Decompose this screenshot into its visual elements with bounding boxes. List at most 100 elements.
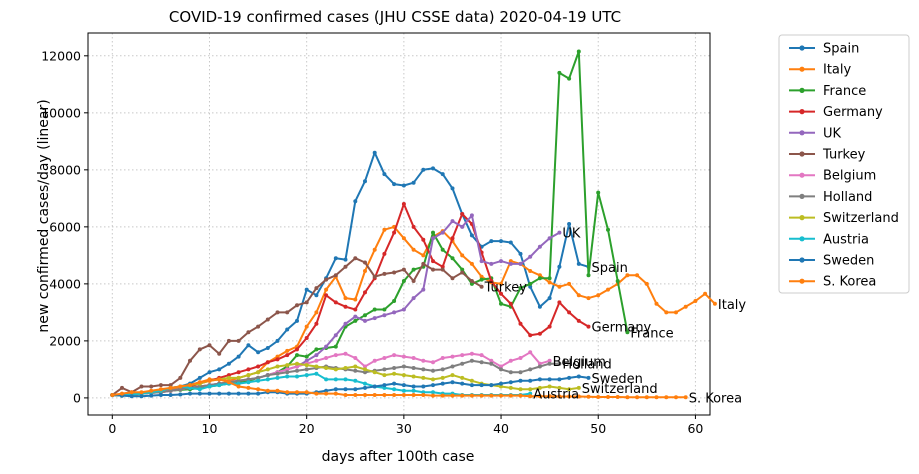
data-point-italy (625, 273, 630, 278)
data-point-s-korea (392, 393, 397, 397)
data-point-germany (528, 333, 533, 338)
data-point-italy (382, 227, 387, 232)
data-point-switzerland (314, 364, 319, 369)
data-point-sweden (129, 394, 134, 399)
data-point-italy (664, 310, 669, 315)
data-point-spain (236, 354, 241, 359)
data-point-germany (440, 264, 445, 269)
data-point-sweden (149, 393, 154, 398)
data-point-spain (431, 166, 435, 171)
data-point-belgium (363, 364, 367, 369)
data-point-turkey (450, 276, 455, 281)
legend-label: Spain (823, 42, 859, 57)
data-point-germany (547, 324, 552, 329)
data-point-spain (528, 284, 533, 289)
data-point-sweden (168, 393, 173, 397)
data-point-turkey (149, 384, 154, 389)
data-point-italy (372, 247, 377, 252)
legend-label: Belgium (823, 169, 876, 184)
data-point-belgium (518, 356, 523, 360)
data-point-switzerland (343, 366, 348, 370)
data-point-turkey (343, 264, 348, 269)
data-point-italy (683, 304, 688, 309)
data-point-italy (703, 291, 708, 296)
data-point-holland (557, 361, 562, 366)
data-point-belgium (314, 358, 319, 363)
data-point-austria (275, 375, 280, 380)
data-point-france (411, 267, 416, 272)
end-label-italy: Italy (718, 298, 747, 313)
data-point-austria (363, 381, 367, 386)
data-point-belgium (499, 364, 503, 369)
data-point-holland (285, 370, 290, 375)
legend-marker (799, 215, 805, 221)
data-point-germany (537, 331, 542, 336)
data-point-s-korea (236, 384, 241, 389)
data-point-spain (246, 343, 251, 348)
data-point-italy (547, 280, 552, 285)
data-point-spain (537, 304, 542, 309)
data-point-sweden (528, 378, 533, 383)
data-point-turkey (236, 338, 241, 343)
data-point-sweden (518, 378, 523, 383)
data-point-holland (363, 370, 367, 375)
data-point-germany (285, 353, 290, 358)
data-point-france (479, 277, 484, 282)
data-point-spain (469, 233, 474, 238)
data-point-france (460, 267, 465, 272)
data-point-france (537, 276, 542, 281)
data-point-switzerland (226, 375, 231, 380)
data-point-sweden (363, 385, 367, 390)
data-point-germany (421, 237, 426, 242)
y-tick-label: 10000 (41, 105, 81, 120)
data-point-sweden (372, 384, 377, 389)
legend-marker (799, 257, 805, 263)
data-point-s-korea (110, 393, 115, 397)
legend-label: Holland (823, 190, 872, 205)
x-tick-label: 0 (108, 421, 116, 436)
data-point-s-korea (158, 387, 163, 392)
data-point-belgium (295, 364, 299, 369)
data-point-spain (343, 257, 348, 262)
data-point-spain (557, 264, 562, 269)
data-point-spain (275, 338, 280, 343)
data-point-holland (295, 368, 299, 373)
data-point-holland (304, 367, 309, 372)
data-point-s-korea (217, 377, 222, 382)
data-point-holland (460, 361, 465, 366)
data-point-italy (460, 253, 465, 258)
data-point-austria (421, 390, 426, 395)
data-point-switzerland (353, 364, 358, 369)
data-point-italy (528, 269, 533, 273)
x-tick-label: 40 (493, 421, 509, 436)
data-point-switzerland (372, 370, 377, 375)
data-point-s-korea (353, 393, 358, 397)
data-point-italy (576, 293, 581, 298)
data-point-holland (489, 361, 494, 366)
data-point-italy (586, 296, 591, 301)
data-point-turkey (207, 343, 212, 348)
data-point-france (606, 227, 610, 232)
data-point-holland (353, 368, 358, 373)
data-point-holland (450, 364, 455, 369)
data-point-austria (411, 388, 416, 393)
data-point-spain (508, 240, 513, 245)
legend-item-belgium: Belgium (789, 169, 876, 184)
data-point-switzerland (392, 371, 397, 376)
end-label-uk: UK (562, 227, 581, 242)
data-point-italy (285, 348, 290, 353)
data-point-belgium (547, 358, 552, 363)
data-point-austria (353, 378, 358, 383)
data-point-s-korea (168, 385, 173, 390)
data-point-turkey (197, 347, 202, 352)
data-point-s-korea (285, 390, 290, 395)
data-point-sweden (207, 391, 212, 396)
data-point-uk (304, 358, 309, 363)
data-point-belgium (324, 356, 329, 360)
data-point-austria (236, 381, 241, 386)
data-point-uk (479, 259, 484, 264)
data-point-s-korea (664, 395, 669, 400)
data-point-italy (314, 310, 319, 315)
data-point-turkey (226, 338, 231, 343)
